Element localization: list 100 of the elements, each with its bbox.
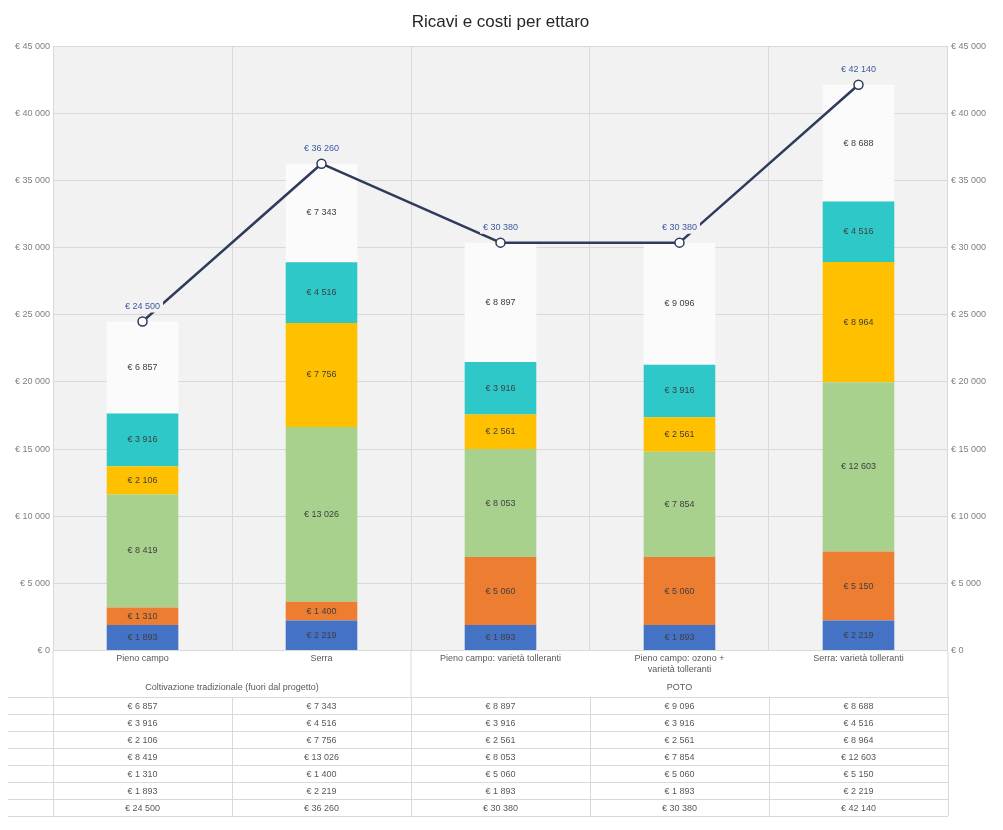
data-label: € 1 400 <box>306 605 337 616</box>
bar <box>822 551 895 621</box>
y2-tick-label: € 15 000 <box>950 443 987 454</box>
bar <box>643 364 716 418</box>
text: € 8 897 <box>485 700 516 711</box>
text: € 7 756 <box>306 734 337 745</box>
data-label: € 8 419 <box>127 545 158 556</box>
x-tick-label: Pieno campo: varietà tolleranti <box>439 653 562 664</box>
data-label: € 30 380 <box>482 222 519 233</box>
data-label: € 1 893 <box>664 631 695 642</box>
data-label: € 12 603 <box>840 461 876 472</box>
text: € 7 854 <box>664 751 695 762</box>
text: € 4 516 <box>306 717 337 728</box>
bar <box>464 557 537 625</box>
bar <box>285 262 358 323</box>
x-tick-label: Serra: varietà tolleranti <box>813 653 904 664</box>
data-label: € 6 857 <box>127 362 158 373</box>
bar <box>822 620 895 650</box>
text: € 1 400 <box>306 768 337 779</box>
y2-tick-label: € 20 000 <box>950 376 987 387</box>
y2-tick-label: € 10 000 <box>950 510 987 521</box>
data-label: € 1 310 <box>127 610 158 621</box>
text: € 24 500 <box>125 802 161 813</box>
point <box>137 316 148 327</box>
text: € 9 096 <box>664 700 695 711</box>
data-label: € 8 053 <box>485 497 516 508</box>
bar <box>822 382 895 552</box>
data-label: € 7 756 <box>306 369 337 380</box>
y2-tick-label: € 35 000 <box>950 175 987 186</box>
text: € 4 516 <box>843 717 874 728</box>
text: POTO <box>666 682 693 693</box>
bar <box>822 201 895 263</box>
y-tick-label: € 15 000 <box>14 443 51 454</box>
x-tick-label: Pieno campo: ozono + varietà tolleranti <box>634 653 725 675</box>
text: € 8 964 <box>843 734 874 745</box>
y-tick-label: € 10 000 <box>14 510 51 521</box>
point <box>853 79 864 91</box>
text: € 5 060 <box>485 768 516 779</box>
text: € 2 219 <box>306 785 337 796</box>
text: € 12 603 <box>840 751 876 762</box>
bar <box>464 624 537 650</box>
text: Coltivazione tradizionale (fuori dal progetto) <box>145 682 319 693</box>
bar <box>643 624 716 650</box>
data-label: € 2 106 <box>127 474 158 485</box>
data-label: € 2 561 <box>664 428 695 439</box>
text: € 3 916 <box>664 717 695 728</box>
data-label: € 5 060 <box>664 585 695 596</box>
bar <box>464 362 537 415</box>
data-label: € 1 893 <box>127 631 158 642</box>
y2-tick-label: € 5 000 <box>950 577 981 588</box>
text: € 30 380 <box>661 802 698 813</box>
data-label: € 7 343 <box>306 207 337 218</box>
bar <box>106 624 179 650</box>
point <box>316 158 327 169</box>
data-label: € 3 916 <box>664 385 695 396</box>
data-label: € 5 150 <box>843 580 874 591</box>
data-label: € 3 916 <box>485 382 516 393</box>
text: € 2 106 <box>127 734 158 745</box>
text: € 2 219 <box>843 785 874 796</box>
y-tick-label: € 0 <box>37 644 51 655</box>
bar <box>285 620 358 650</box>
data-label: € 8 897 <box>485 296 516 307</box>
data-label: € 8 688 <box>843 137 874 148</box>
text: € 5 150 <box>843 768 874 779</box>
bar <box>643 451 716 558</box>
bar <box>822 84 895 202</box>
y2-tick-label: € 40 000 <box>950 108 987 118</box>
y-tick-label: € 45 000 <box>14 40 51 51</box>
text: € 3 916 <box>127 717 158 728</box>
data-label: € 13 026 <box>303 508 340 519</box>
y-tick-label: € 25 000 <box>14 309 51 320</box>
y2-tick-label: € 25 000 <box>950 309 987 320</box>
bar <box>464 448 537 558</box>
y2-tick-label: € 30 000 <box>950 242 987 253</box>
text: € 2 561 <box>664 734 695 745</box>
data-label: € 2 561 <box>485 426 516 437</box>
y2-tick-label: € 0 <box>950 644 964 655</box>
text: € 36 260 <box>303 802 340 813</box>
y-tick-label: € 40 000 <box>14 108 51 118</box>
bar <box>285 426 358 602</box>
data-label: € 8 964 <box>843 316 874 327</box>
bar <box>643 557 716 625</box>
point <box>495 237 506 248</box>
data-label: € 4 516 <box>843 226 874 237</box>
text: € 8 419 <box>127 751 158 762</box>
chart-title: Ricavi e costi per ettaro <box>411 11 590 31</box>
data-label: € 42 140 <box>840 64 876 75</box>
text: € 8 688 <box>843 700 874 711</box>
y-tick-label: € 5 000 <box>20 577 51 588</box>
data-label: € 9 096 <box>664 298 695 309</box>
text: € 3 916 <box>485 717 516 728</box>
text: € 8 053 <box>485 751 516 762</box>
data-label: € 5 060 <box>485 585 516 596</box>
bar <box>464 414 537 449</box>
text: € 5 060 <box>664 768 695 779</box>
bar <box>285 322 358 427</box>
text: € 1 893 <box>664 785 695 796</box>
text: € 1 310 <box>127 768 158 779</box>
text: € 1 893 <box>485 785 516 796</box>
y-tick-label: € 35 000 <box>14 175 51 186</box>
